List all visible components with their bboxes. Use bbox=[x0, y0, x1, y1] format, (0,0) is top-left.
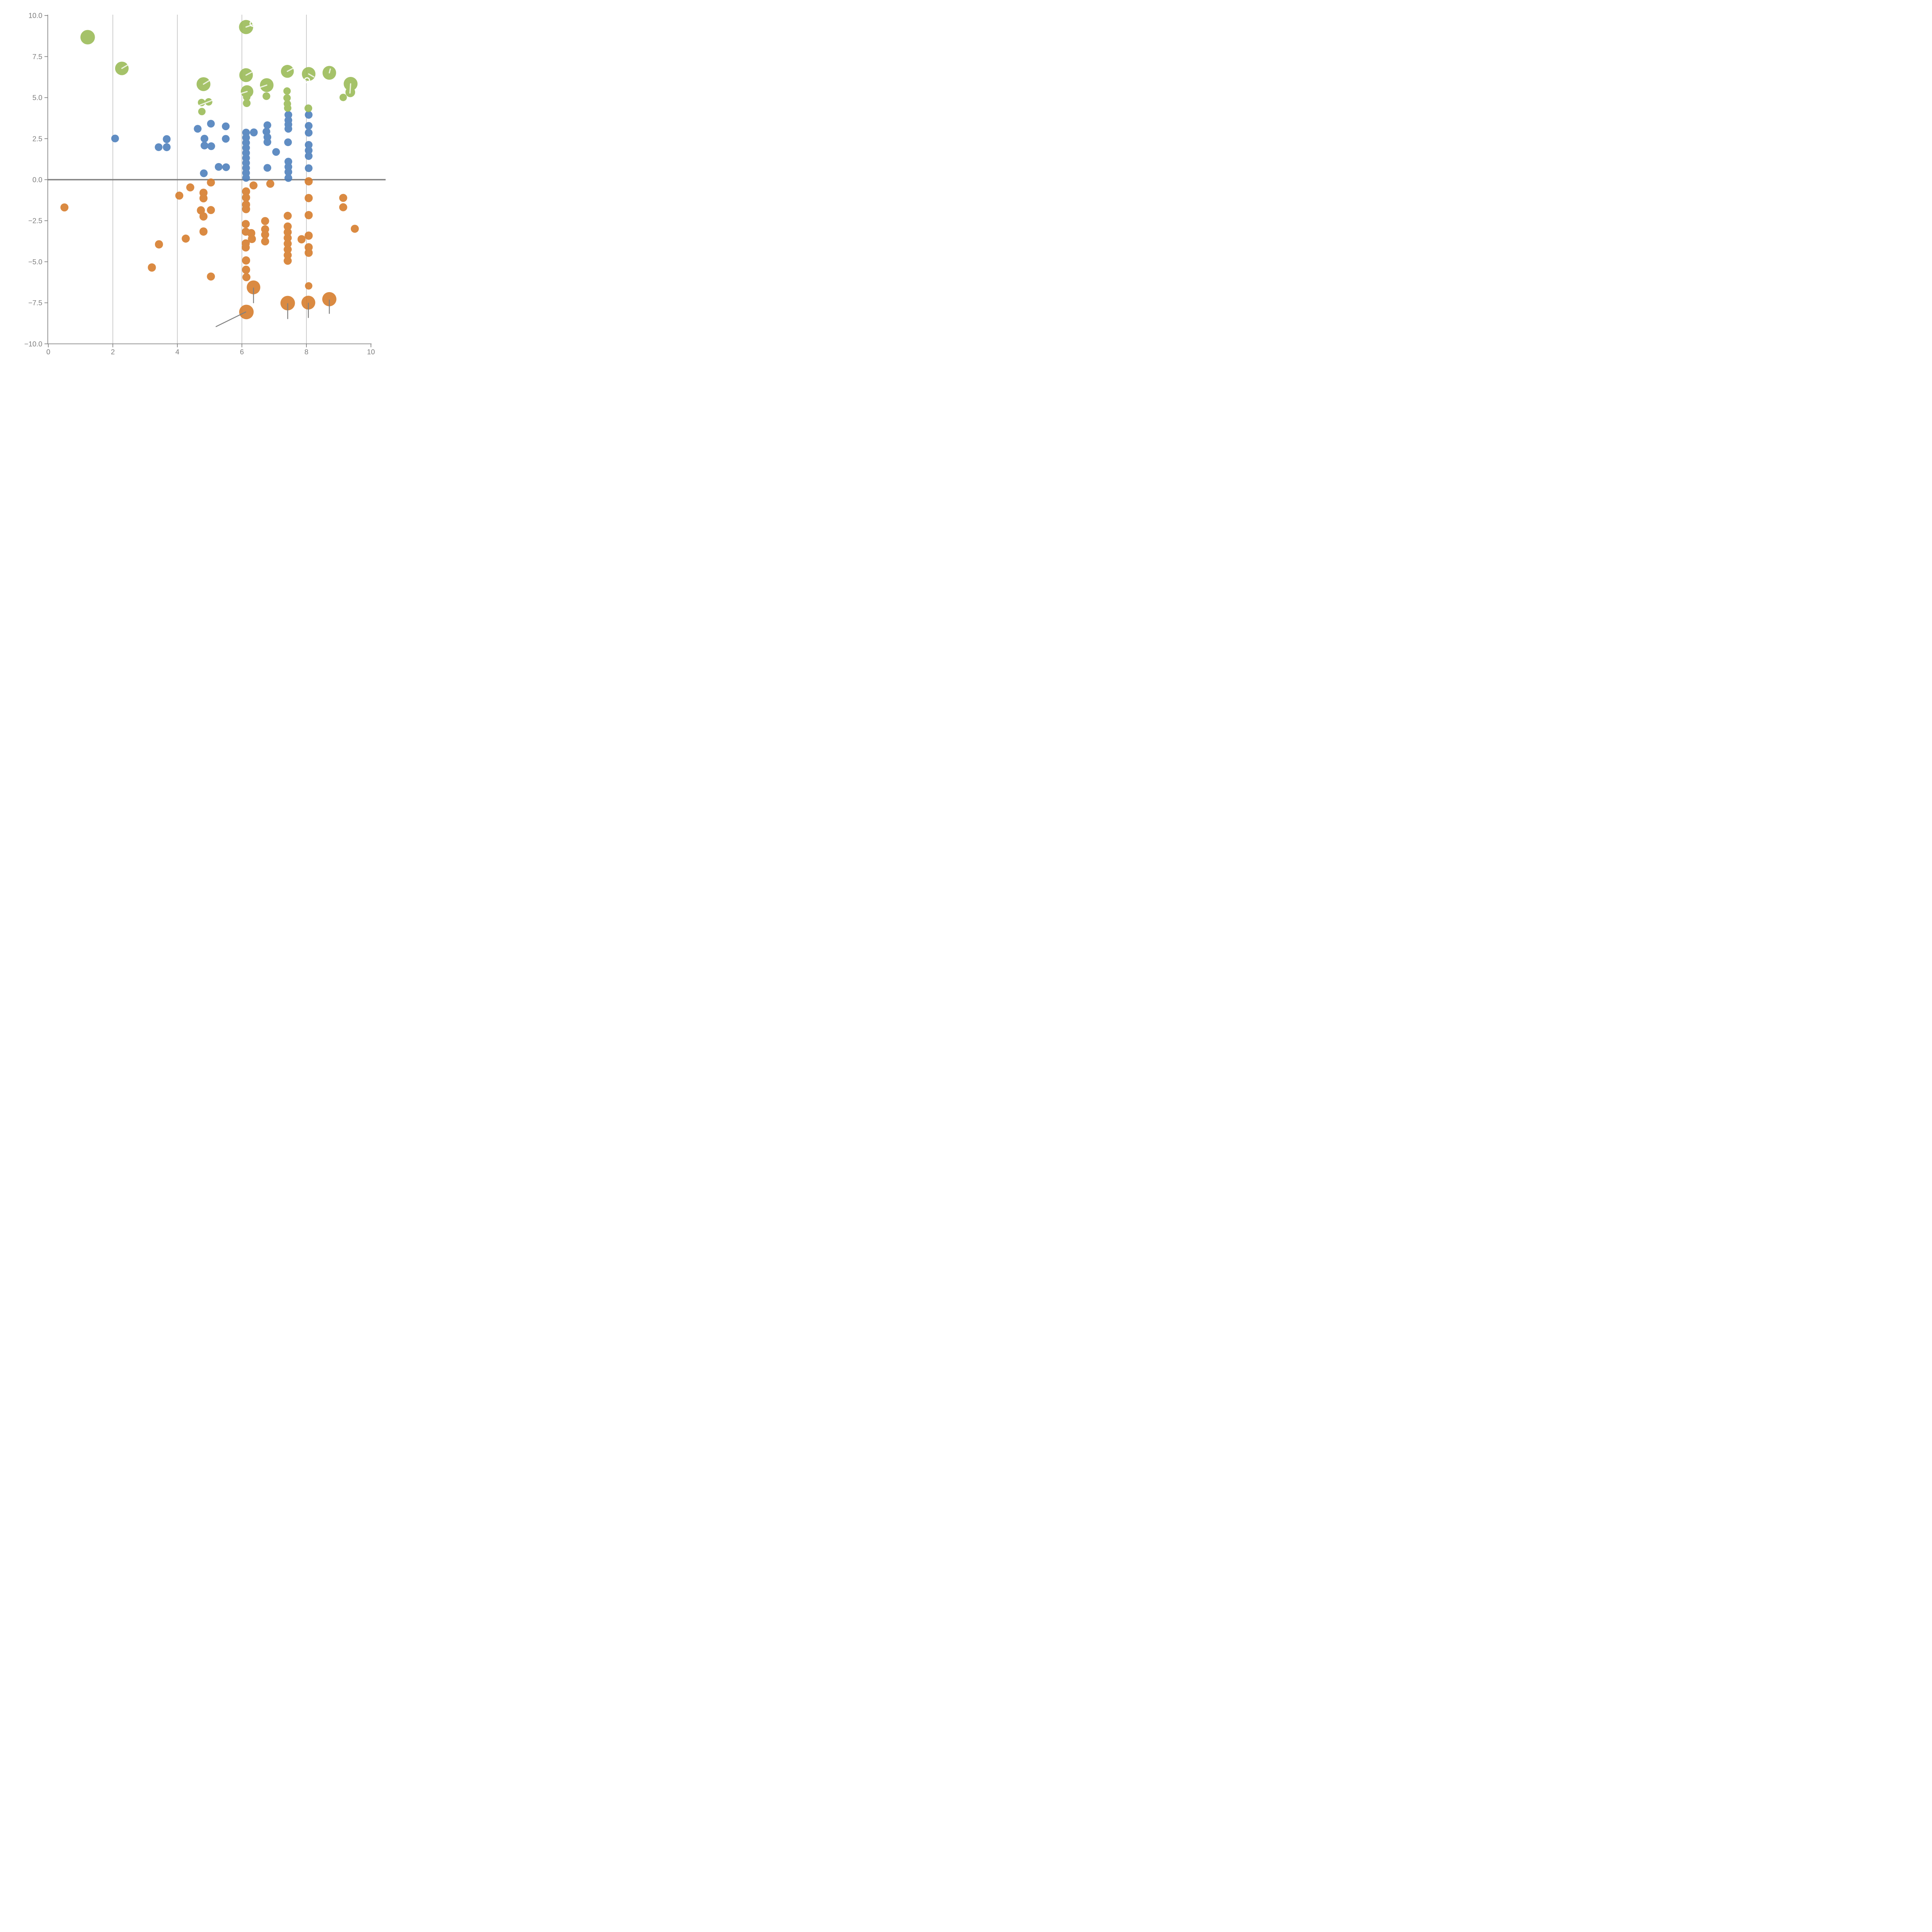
white-tick-mark-4 bbox=[238, 91, 248, 95]
white-tick-mark-6 bbox=[287, 68, 294, 72]
x-tick-label: 6 bbox=[240, 348, 244, 356]
y-tick-label: 2.5 bbox=[32, 134, 43, 143]
x-tick-label: 2 bbox=[111, 348, 115, 356]
gray-stem-line-4 bbox=[216, 311, 247, 327]
white-circle-marker-1 bbox=[304, 77, 310, 83]
white-tick-mark-2 bbox=[245, 24, 253, 28]
white-tick-mark-5 bbox=[259, 84, 267, 88]
x-tick-label: 0 bbox=[46, 348, 50, 356]
white-tick-mark-7 bbox=[308, 73, 315, 78]
x-tick-label: 10 bbox=[367, 348, 375, 356]
x-tick-label: 8 bbox=[304, 348, 308, 356]
white-tick-mark-3 bbox=[245, 71, 252, 76]
series-blue-bubbles bbox=[111, 111, 313, 182]
white-tick-mark-9 bbox=[349, 83, 351, 94]
y-tick-label: −7.5 bbox=[28, 299, 43, 307]
y-tick-label: 5.0 bbox=[32, 94, 43, 102]
white-tick-mark-1 bbox=[203, 80, 211, 85]
white-tick-mark-10 bbox=[198, 99, 215, 107]
y-tick-label: 7.5 bbox=[32, 53, 43, 61]
white-circle-marker-0 bbox=[249, 20, 257, 27]
y-tick-label: −2.5 bbox=[28, 217, 43, 225]
chart-canvas: 10.0 7.5 5.0 2.5 0.0 −2.5 −5.0 −7.5 −10.00 2 4 6 8 10 bbox=[24, 12, 386, 356]
y-tick-label: 0.0 bbox=[32, 175, 43, 184]
white-tick-mark-8 bbox=[328, 68, 331, 74]
y-tick-label: −5.0 bbox=[28, 258, 43, 266]
y-tick-label: −10.0 bbox=[24, 340, 43, 348]
series-orange-bubbles bbox=[60, 177, 359, 320]
white-tick-mark-0 bbox=[121, 64, 129, 69]
y-tick-label: 10.0 bbox=[29, 12, 43, 20]
series-green-bubbles bbox=[80, 20, 358, 116]
bubble-scatter-chart: 10.0 7.5 5.0 2.5 0.0 −2.5 −5.0 −7.5 −10.0 0 2 4 6 8 10 bbox=[0, 0, 386, 386]
x-tick-label: 4 bbox=[175, 348, 179, 356]
